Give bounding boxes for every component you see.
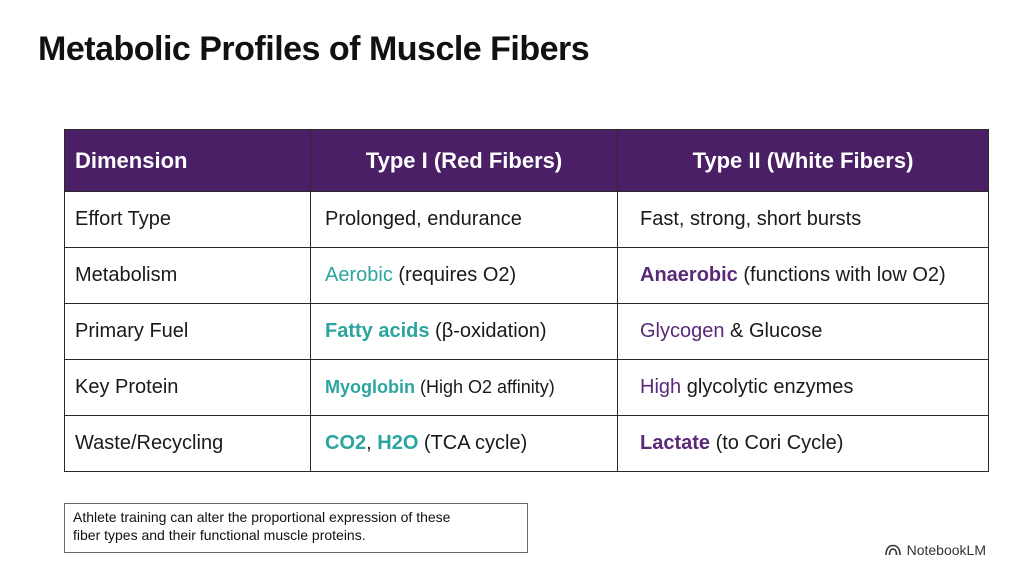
cell-type2-highlight: High bbox=[640, 376, 682, 398]
header-dimension: Dimension bbox=[64, 129, 311, 192]
cell-type1-highlight: CO2 bbox=[325, 432, 367, 454]
table-header-row: Dimension Type I (Red Fibers) Type II (W… bbox=[64, 129, 989, 192]
cell-type1: Fatty acids (β-oxidation) bbox=[310, 303, 618, 360]
cell-type2-text: (functions with low O2) bbox=[737, 264, 946, 286]
cell-type2-text: Fast, strong, short bursts bbox=[640, 208, 862, 230]
table-row: Waste/Recycling CO2, H2O (TCA cycle) Lac… bbox=[64, 415, 989, 472]
brand-label: NotebookLM bbox=[906, 542, 986, 558]
cell-type1-text: (TCA cycle) bbox=[418, 432, 528, 454]
cell-dimension: Key Protein bbox=[64, 359, 311, 416]
cell-type2-text: & Glucose bbox=[724, 320, 823, 342]
comparison-table: Dimension Type I (Red Fibers) Type II (W… bbox=[64, 129, 989, 472]
table-row: Key Protein Myoglobin (High O2 affinity)… bbox=[64, 359, 989, 416]
cell-type1-highlight: Fatty acids bbox=[325, 320, 430, 342]
notebooklm-logo-icon bbox=[884, 544, 901, 556]
cell-type1-text: (High O2 affinity) bbox=[414, 377, 555, 397]
cell-type2: Glycogen & Glucose bbox=[617, 303, 989, 360]
header-type2: Type II (White Fibers) bbox=[617, 129, 989, 192]
page-title: Metabolic Profiles of Muscle Fibers bbox=[38, 30, 590, 68]
cell-type1-highlight: Myoglobin bbox=[325, 377, 415, 397]
cell-type1-text: Prolonged, endurance bbox=[325, 208, 522, 230]
table-row: Primary Fuel Fatty acids (β-oxidation) G… bbox=[64, 303, 989, 360]
cell-type1: Aerobic (requires O2) bbox=[310, 247, 618, 304]
cell-type2: Lactate (to Cori Cycle) bbox=[617, 415, 989, 472]
cell-type2: High glycolytic enzymes bbox=[617, 359, 989, 416]
brand-watermark: NotebookLM bbox=[884, 542, 986, 558]
cell-type1: Myoglobin (High O2 affinity) bbox=[310, 359, 618, 416]
note-line-2: fiber types and their functional muscle … bbox=[73, 527, 366, 543]
cell-type1-highlight: Aerobic bbox=[325, 264, 393, 286]
cell-type1-text: (β-oxidation) bbox=[429, 320, 547, 342]
note-line-1: Athlete training can alter the proportio… bbox=[73, 509, 451, 525]
cell-type1-text: (requires O2) bbox=[392, 264, 517, 286]
header-type1: Type I (Red Fibers) bbox=[310, 129, 618, 192]
cell-type1-highlight-2: H2O bbox=[377, 432, 419, 454]
cell-type2-text: glycolytic enzymes bbox=[681, 376, 854, 398]
table-row: Effort Type Prolonged, endurance Fast, s… bbox=[64, 191, 989, 248]
cell-type1-separator: , bbox=[366, 432, 378, 454]
cell-dimension: Metabolism bbox=[64, 247, 311, 304]
cell-type2-highlight: Glycogen bbox=[640, 320, 725, 342]
cell-dimension: Effort Type bbox=[64, 191, 311, 248]
cell-dimension: Primary Fuel bbox=[64, 303, 311, 360]
cell-type2-highlight: Lactate bbox=[640, 432, 711, 454]
cell-type2-highlight: Anaerobic bbox=[640, 264, 738, 286]
note-box: Athlete training can alter the proportio… bbox=[64, 503, 528, 553]
cell-type2: Fast, strong, short bursts bbox=[617, 191, 989, 248]
cell-dimension: Waste/Recycling bbox=[64, 415, 311, 472]
cell-type2: Anaerobic (functions with low O2) bbox=[617, 247, 989, 304]
table-row: Metabolism Aerobic (requires O2) Anaerob… bbox=[64, 247, 989, 304]
cell-type1: CO2, H2O (TCA cycle) bbox=[310, 415, 618, 472]
cell-type1: Prolonged, endurance bbox=[310, 191, 618, 248]
cell-type2-text: (to Cori Cycle) bbox=[710, 432, 844, 454]
